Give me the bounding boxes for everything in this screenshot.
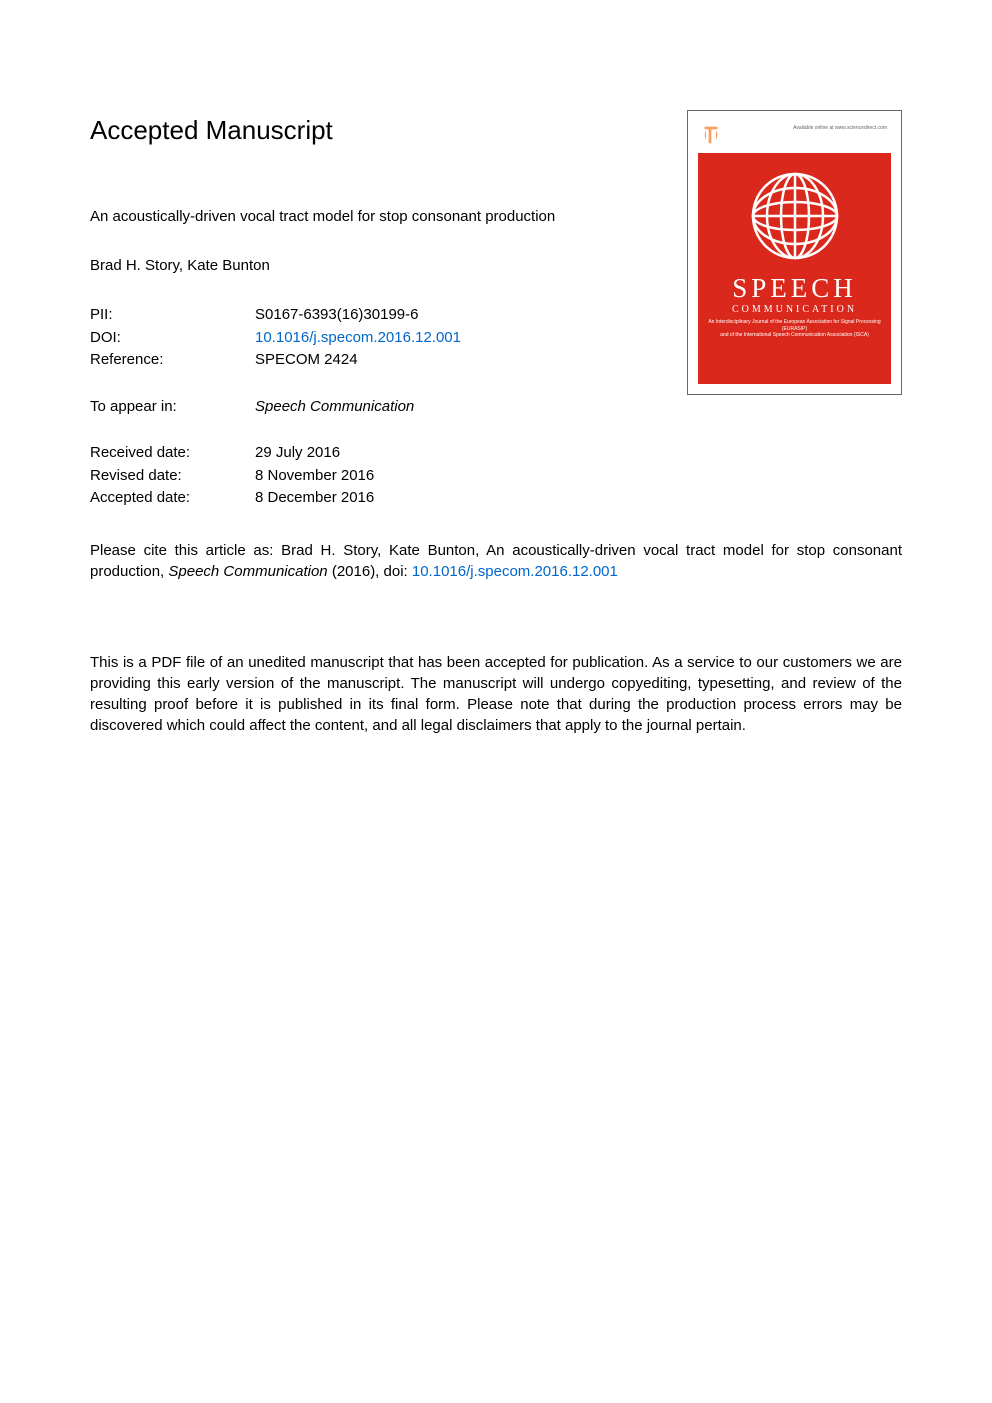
meta-label: Received date: xyxy=(90,442,255,465)
elsevier-logo-icon xyxy=(702,125,720,145)
meta-label: PII: xyxy=(90,304,255,327)
journal-tagline: An Interdisciplinary Journal of the Euro… xyxy=(706,319,883,339)
meta-label: Revised date: xyxy=(90,465,255,488)
meta-label: DOI: xyxy=(90,327,255,350)
authors: Brad H. Story, Kate Bunton xyxy=(90,257,630,274)
meta-row-accepted: Accepted date: 8 December 2016 xyxy=(90,487,630,510)
meta-row-appear: To appear in: Speech Communication xyxy=(90,396,630,419)
tagline-line: and of the International Speech Communic… xyxy=(706,332,883,339)
metadata-table: PII: S0167-6393(16)30199-6 DOI: 10.1016/… xyxy=(90,304,630,510)
metadata-column: An acoustically-driven vocal tract model… xyxy=(90,206,630,510)
tagline-line: An Interdisciplinary Journal of the Euro… xyxy=(706,319,883,332)
doi-link[interactable]: 10.1016/j.specom.2016.12.001 xyxy=(255,327,630,350)
meta-row-reference: Reference: SPECOM 2424 xyxy=(90,349,630,372)
citation-year: (2016), doi: xyxy=(328,563,412,580)
meta-row-revised: Revised date: 8 November 2016 xyxy=(90,465,630,488)
meta-value: SPECOM 2424 xyxy=(255,349,630,372)
journal-subtitle: COMMUNICATION xyxy=(732,304,857,315)
meta-label: Accepted date: xyxy=(90,487,255,510)
cover-red-panel: SPEECH COMMUNICATION An Interdisciplinar… xyxy=(698,153,891,384)
globe-wireframe-icon xyxy=(750,171,840,261)
meta-label: Reference: xyxy=(90,349,255,372)
citation-doi-link[interactable]: 10.1016/j.specom.2016.12.001 xyxy=(412,563,618,580)
meta-row-doi: DOI: 10.1016/j.specom.2016.12.001 xyxy=(90,327,630,350)
journal-cover: Available online at www.sciencedirect.co… xyxy=(687,110,902,395)
meta-value: S0167-6393(16)30199-6 xyxy=(255,304,630,327)
disclaimer-text: This is a PDF file of an unedited manusc… xyxy=(90,652,902,736)
cover-header: Available online at www.sciencedirect.co… xyxy=(698,125,891,145)
meta-value: 8 December 2016 xyxy=(255,487,630,510)
cover-header-text: Available online at www.sciencedirect.co… xyxy=(793,125,887,131)
citation-block: Please cite this article as: Brad H. Sto… xyxy=(90,540,902,582)
meta-value: Speech Communication xyxy=(255,396,630,419)
article-title: An acoustically-driven vocal tract model… xyxy=(90,206,630,227)
journal-title: SPEECH xyxy=(732,275,857,302)
meta-value: 8 November 2016 xyxy=(255,465,630,488)
meta-row-received: Received date: 29 July 2016 xyxy=(90,442,630,465)
citation-journal: Speech Communication xyxy=(168,563,327,580)
meta-value: 29 July 2016 xyxy=(255,442,630,465)
meta-label: To appear in: xyxy=(90,396,255,419)
meta-row-pii: PII: S0167-6393(16)30199-6 xyxy=(90,304,630,327)
